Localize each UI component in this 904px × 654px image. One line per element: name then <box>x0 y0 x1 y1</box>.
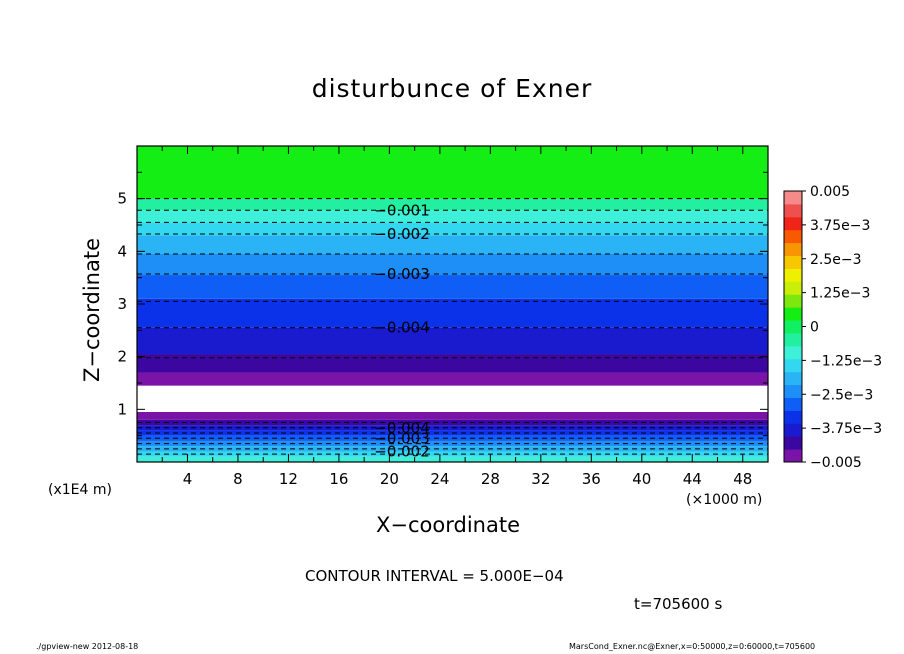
colorbar-tick-label: 0 <box>810 320 819 336</box>
x-tick-label: 4 <box>183 470 193 488</box>
x-axis-unit: (×1000 m) <box>686 492 763 508</box>
colorbar-swatch-5 <box>784 384 802 398</box>
y-tick-label: 1 <box>117 400 127 418</box>
colorbar-swatch-8 <box>784 345 802 360</box>
y-tick-label: 2 <box>117 348 127 366</box>
colorbar-tick-label: −0.005 <box>810 455 862 471</box>
footer-left: ./gpview-new 2012-08-18 <box>36 642 139 651</box>
x-tick-label: 32 <box>531 470 550 488</box>
colorbar-tick-label: −1.25e−3 <box>810 353 882 369</box>
contour-band-20 <box>137 146 768 199</box>
x-tick-label: 40 <box>632 470 651 488</box>
contour-band-14 <box>137 275 768 299</box>
contour-band-0 <box>137 456 768 462</box>
contour-band-17 <box>137 222 768 236</box>
x-tick-label: 20 <box>380 470 399 488</box>
contour-label-1: −0.002 <box>374 225 430 243</box>
x-axis-label: X−coordinate <box>376 513 520 537</box>
colorbar <box>783 190 806 463</box>
colorbar-swatch-14 <box>784 268 802 282</box>
contour-label-5: −0.003 <box>374 429 430 447</box>
x-tick-label: 12 <box>279 470 298 488</box>
x-tick-label: 24 <box>430 470 449 488</box>
colorbar-swatch-10 <box>784 320 802 334</box>
contour-band-11 <box>137 354 768 373</box>
colorbar-swatch-2 <box>784 423 802 437</box>
colorbar-labels: 0.005 3.75e−3 2.5e−3 1.25e−3 0 −1.25e−3 −2.5e−… <box>810 184 882 471</box>
contour-labels: −0.001−0.002−0.003−0.004−0.004−0.003−0.0… <box>374 201 430 460</box>
colorbar-swatch-18 <box>784 216 802 231</box>
x-tick-label: 48 <box>733 470 752 488</box>
y-tick-label: 4 <box>117 242 127 260</box>
colorbar-swatch-3 <box>784 410 802 424</box>
contour-label-2: −0.003 <box>374 265 430 283</box>
colorbar-swatch-12 <box>784 294 802 308</box>
colorbar-swatch-15 <box>784 255 802 269</box>
contour-band-12 <box>137 327 768 355</box>
colorbar-swatch-19 <box>784 203 802 218</box>
filled-contour-bands <box>137 146 768 462</box>
contour-label-6: −0.002 <box>374 442 430 460</box>
contour-band-16 <box>137 235 768 254</box>
x-tick-label: 28 <box>481 470 500 488</box>
contour-lines <box>137 198 768 455</box>
contour-label-4: −0.004 <box>374 419 430 437</box>
contour-label-3: −0.004 <box>374 319 430 337</box>
colorbar-swatch-0 <box>784 449 802 463</box>
contour-band-19 <box>137 198 768 211</box>
time-stamp: t=705600 s <box>634 595 723 613</box>
contour-band-9 <box>137 385 768 412</box>
colorbar-swatch-17 <box>784 229 802 244</box>
contour-band-15 <box>137 253 768 276</box>
x-axis-tick-labels: 4 8 12 16 20 24 28 32 36 40 44 48 <box>183 470 753 488</box>
footer-right: MarsCond_Exner.nc@Exner,x=0:50000,z=0:60… <box>569 642 816 651</box>
colorbar-tick-label: −3.75e−3 <box>810 421 882 437</box>
x-tick-label: 8 <box>233 470 243 488</box>
contour-band-18 <box>137 210 768 223</box>
colorbar-tick-label: 3.75e−3 <box>810 218 870 234</box>
colorbar-swatch-16 <box>784 242 802 257</box>
contour-label-0: −0.001 <box>374 201 430 219</box>
x-tick-label: 16 <box>329 470 348 488</box>
y-axis-label: Z−coordinate <box>80 238 104 382</box>
x-tick-label: 36 <box>582 470 601 488</box>
axis-ticks <box>137 146 768 462</box>
contour-band-8 <box>137 411 768 420</box>
chart-title: disturbunce of Exner <box>311 74 593 103</box>
colorbar-swatch-13 <box>784 281 802 295</box>
y-tick-label: 3 <box>117 295 127 313</box>
y-axis-tick-labels: 1 2 3 4 5 <box>117 190 127 419</box>
colorbar-tick-label: 0.005 <box>810 184 850 200</box>
colorbar-swatch-9 <box>784 332 802 347</box>
colorbar-swatch-6 <box>784 371 802 386</box>
colorbar-tick-label: −2.5e−3 <box>810 387 873 403</box>
colorbar-swatch-20 <box>784 191 802 205</box>
y-axis-unit: (x1E4 m) <box>48 482 112 498</box>
y-tick-label: 5 <box>117 190 127 208</box>
colorbar-swatch-4 <box>784 397 802 411</box>
colorbar-swatch-1 <box>784 436 802 450</box>
contour-band-10 <box>137 372 768 386</box>
colorbar-tick-label: 2.5e−3 <box>810 252 862 268</box>
x-tick-label: 44 <box>683 470 702 488</box>
contour-band-13 <box>137 298 768 328</box>
colorbar-tick-label: 1.25e−3 <box>810 286 870 302</box>
contour-interval-text: CONTOUR INTERVAL = 5.000E−04 <box>305 567 564 585</box>
colorbar-swatch-7 <box>784 358 802 373</box>
colorbar-swatch-11 <box>784 307 802 321</box>
